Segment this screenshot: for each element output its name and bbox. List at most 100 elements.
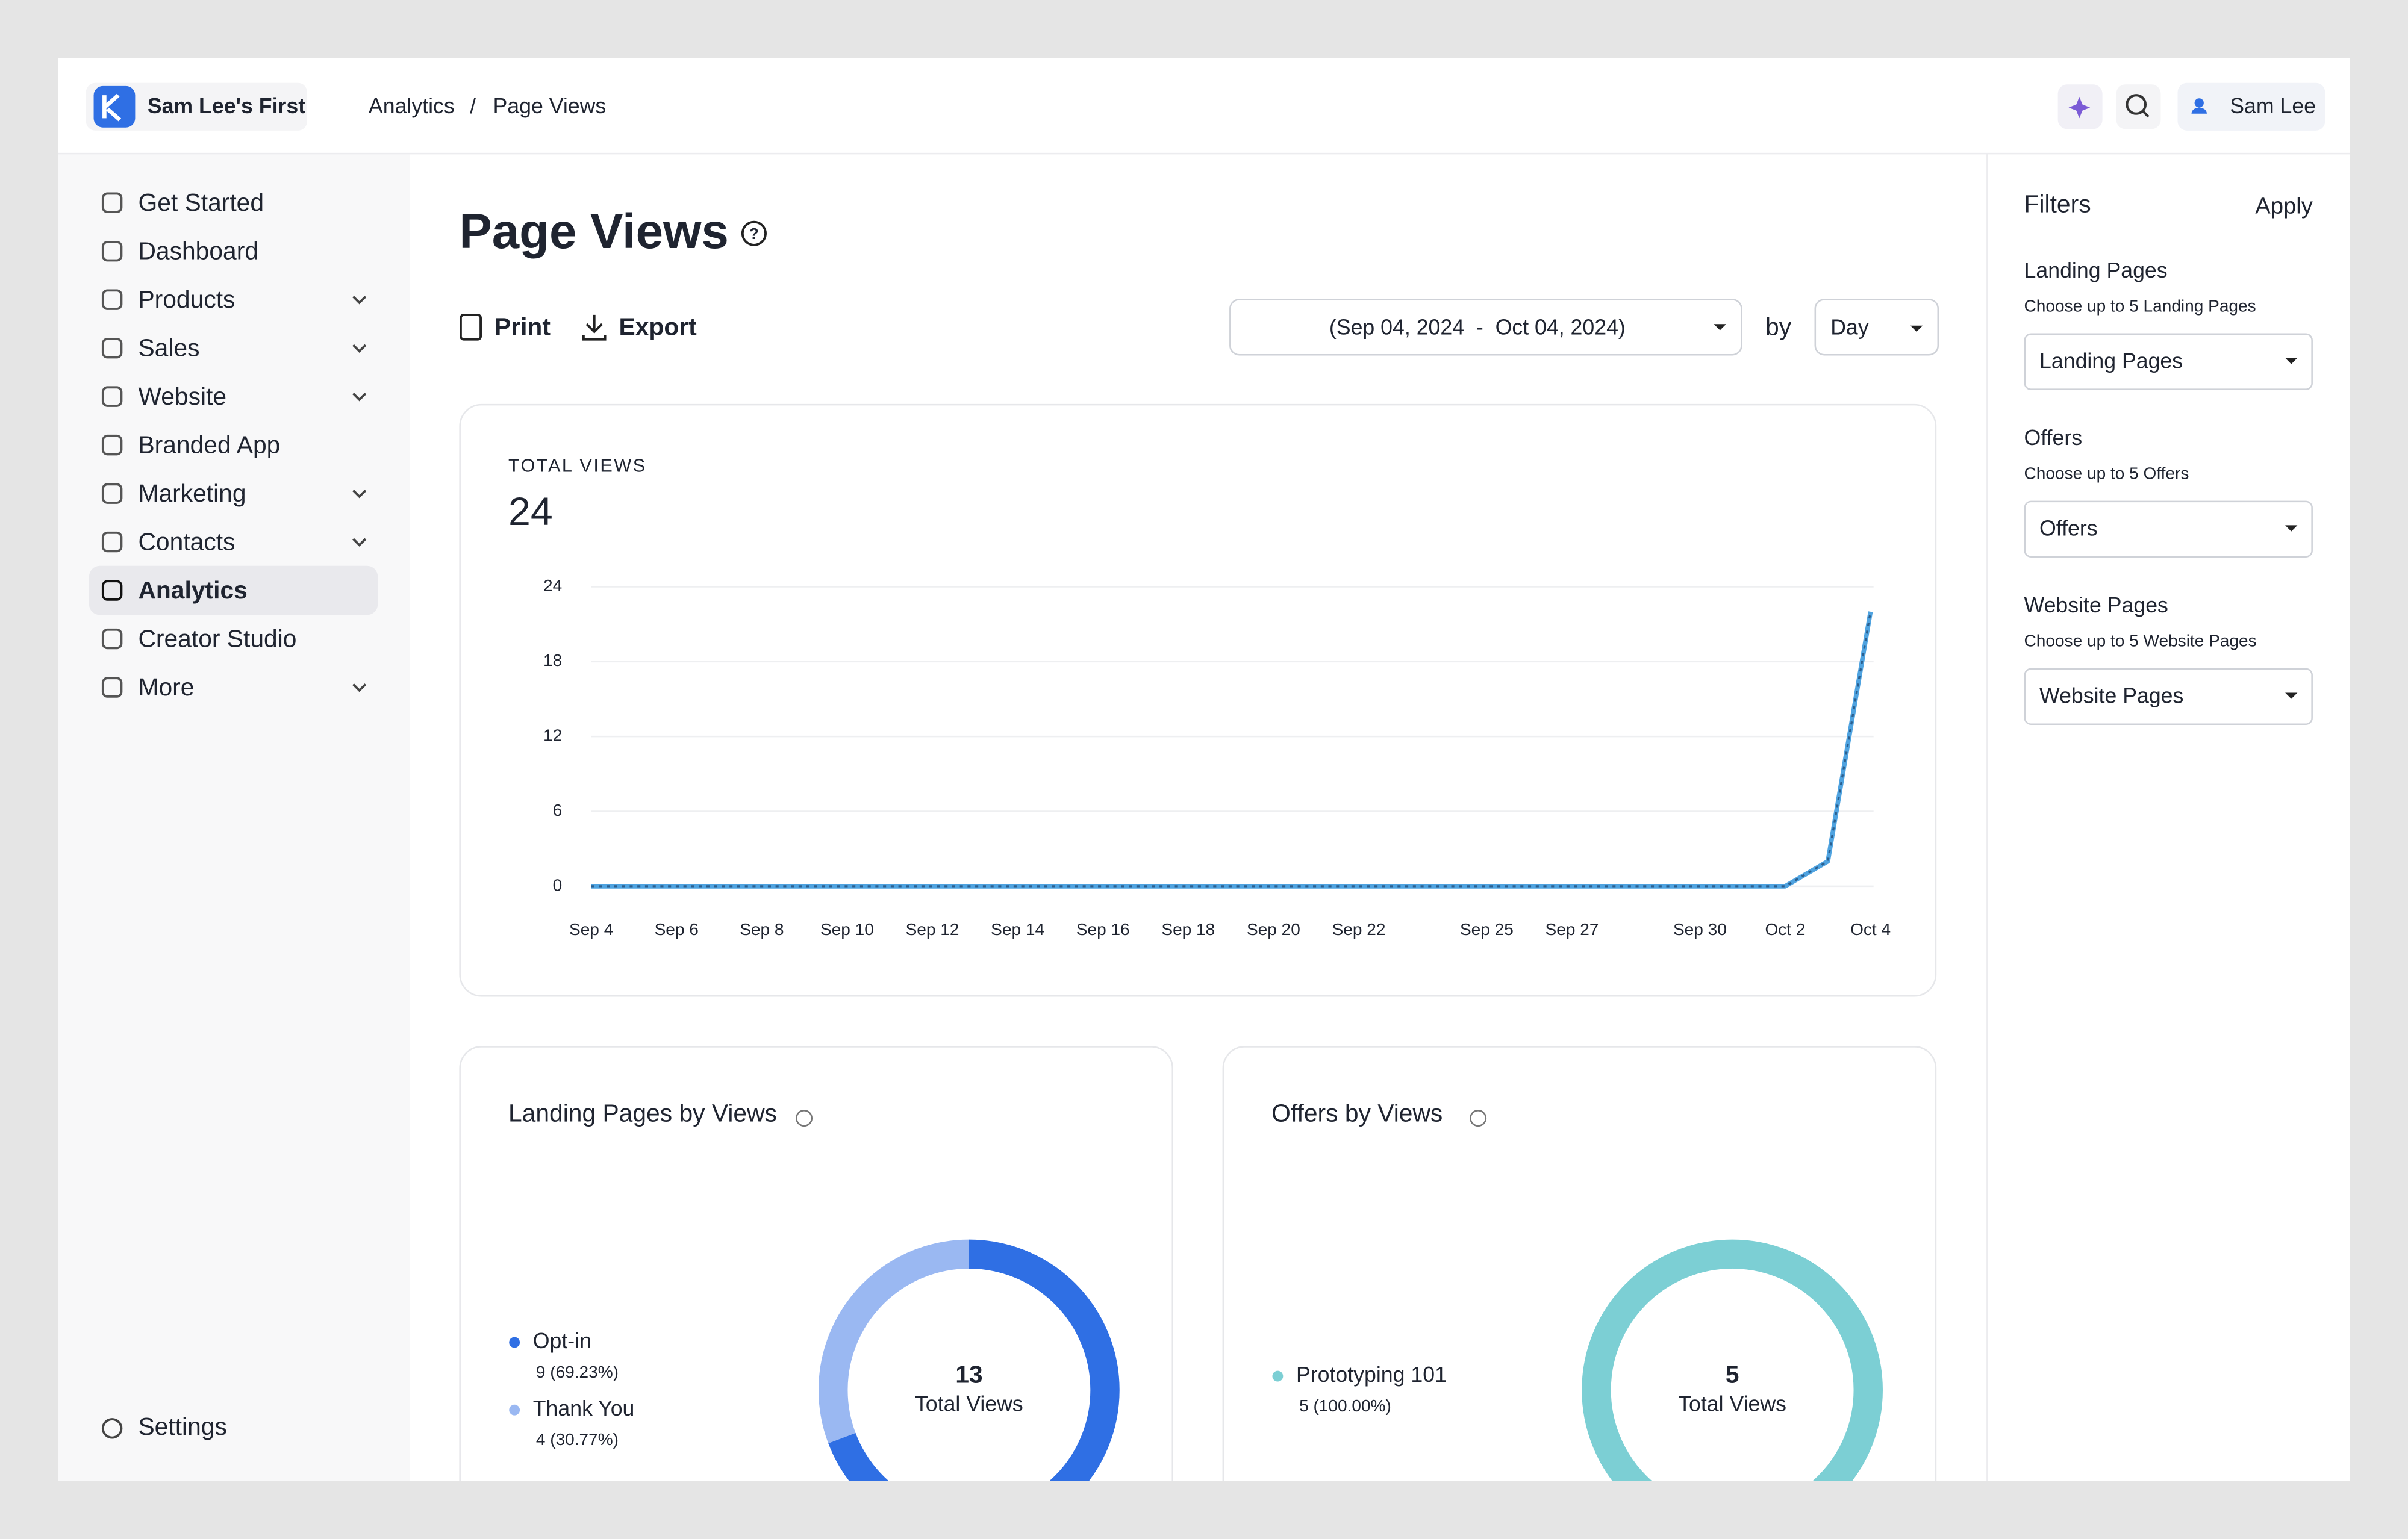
filter-hint: Choose up to 5 Offers <box>2024 464 2189 483</box>
dropdown-caret <box>2285 525 2298 532</box>
nav-item[interactable]: More <box>138 673 194 701</box>
user-button[interactable] <box>2177 82 2325 131</box>
legend-dot <box>509 1337 520 1348</box>
x-tick-label: Oct 4 <box>1850 920 1891 939</box>
x-tick-label: Sep 14 <box>991 920 1044 939</box>
user-icon-body <box>2191 107 2207 114</box>
nav-icon <box>101 289 123 310</box>
donut-total: 13 <box>955 1360 982 1388</box>
search-icon <box>2126 94 2147 115</box>
nav-icon <box>101 483 123 504</box>
nav-item[interactable]: Branded App <box>138 431 280 458</box>
export-button[interactable]: Export <box>619 313 697 341</box>
nav-active-bg <box>89 565 378 615</box>
donut-total: 5 <box>1726 1360 1739 1388</box>
interval-select[interactable] <box>1814 299 1939 356</box>
print-button[interactable]: Print <box>494 313 551 341</box>
nav-item[interactable]: Analytics <box>138 576 247 604</box>
filter-select[interactable] <box>2024 333 2313 390</box>
x-tick-label: Sep 22 <box>1332 920 1386 939</box>
legend-label: Thank You <box>533 1396 635 1420</box>
line-chart-card <box>459 403 1937 997</box>
x-tick-label: Oct 2 <box>1765 920 1805 939</box>
breadcrumb-current: Page Views <box>493 94 606 118</box>
settings-link[interactable]: Settings <box>138 1413 226 1440</box>
x-tick-label: Sep 27 <box>1546 920 1599 939</box>
nav-icon <box>101 434 123 456</box>
export-icon <box>582 314 607 341</box>
user-icon <box>2194 98 2204 108</box>
breadcrumb-separator: / <box>470 94 476 118</box>
donut-segment <box>1582 1239 1883 1481</box>
nav-item[interactable]: Sales <box>138 334 199 361</box>
landing-pages-card <box>459 1046 1173 1481</box>
apply-button[interactable]: Apply <box>2255 193 2313 219</box>
nav-icon <box>101 580 123 601</box>
nav-icon <box>101 192 123 213</box>
dropdown-caret <box>1910 325 1923 332</box>
help-icon <box>1470 1110 1487 1127</box>
legend-value: 4 (30.77%) <box>536 1430 619 1449</box>
card-title: Offers by Views <box>1271 1099 1443 1127</box>
workspace-button[interactable] <box>86 82 307 131</box>
filter-select-value: Website Pages <box>2039 684 2183 708</box>
breadcrumb-link[interactable]: Analytics <box>369 94 455 118</box>
nav-item[interactable]: Contacts <box>138 527 235 555</box>
filters-title: Filters <box>2024 190 2091 218</box>
by-label: by <box>1765 313 1792 341</box>
nav-chevron <box>352 344 367 353</box>
legend-label: Prototyping 101 <box>1296 1363 1447 1387</box>
y-tick-label: 24 <box>543 576 562 595</box>
sparkle-icon <box>2068 96 2091 119</box>
help-icon[interactable] <box>741 220 767 246</box>
y-tick-label: 12 <box>543 726 562 745</box>
app: Sam Lee's First Analytics / Page Views S… <box>58 58 2350 1481</box>
interval-value: Day <box>1830 315 1869 339</box>
donut-total-label: Total Views <box>1678 1392 1786 1416</box>
legend-dot <box>509 1404 520 1416</box>
help-icon-mark: ? <box>749 226 759 243</box>
filter-select-value: Landing Pages <box>2039 349 2183 373</box>
donut-segment <box>819 1239 1120 1481</box>
date-range: (Sep 04, 2024 - Oct 04, 2024) <box>1329 315 1626 339</box>
chart-title: TOTAL VIEWS <box>508 456 647 476</box>
legend-dot <box>1272 1370 1284 1382</box>
y-tick-label: 0 <box>553 875 563 894</box>
filter-select-value: Offers <box>2039 516 2098 540</box>
legend-value: 9 (69.23%) <box>536 1363 619 1381</box>
y-tick-label: 18 <box>543 651 562 670</box>
dropdown-caret <box>2285 692 2298 699</box>
nav-item[interactable]: Marketing <box>138 479 246 507</box>
nav-icon <box>101 531 123 553</box>
offers-card <box>1222 1046 1937 1481</box>
x-tick-label: Sep 18 <box>1161 920 1215 939</box>
card-title: Landing Pages by Views <box>508 1099 777 1127</box>
page-title: Page Views <box>459 204 729 259</box>
filter-select[interactable] <box>2024 500 2313 558</box>
help-icon <box>796 1110 813 1127</box>
logo <box>93 86 136 128</box>
filter-select[interactable] <box>2024 668 2313 726</box>
nav-item[interactable]: Creator Studio <box>138 624 296 652</box>
nav-item[interactable]: Dashboard <box>138 237 258 265</box>
filter-label: Offers <box>2024 426 2083 450</box>
nav-chevron <box>352 538 367 547</box>
user-name: Sam Lee <box>2230 94 2316 118</box>
filter-hint: Choose up to 5 Landing Pages <box>2024 297 2256 316</box>
sidebar <box>58 154 410 1481</box>
date-range-picker[interactable] <box>1229 299 1742 356</box>
filter-label: Website Pages <box>2024 593 2168 617</box>
dropdown-caret <box>2285 358 2298 364</box>
legend-value: 5 (100.00%) <box>1299 1396 1391 1415</box>
workspace-name: Sam Lee's First <box>148 94 305 118</box>
x-tick-label: Sep 6 <box>655 920 699 939</box>
nav-item[interactable]: Get Started <box>138 188 264 216</box>
nav-item[interactable]: Products <box>138 285 235 313</box>
donut-total-label: Total Views <box>915 1392 1023 1416</box>
nav-icon <box>101 386 123 407</box>
x-tick-label: Sep 25 <box>1460 920 1514 939</box>
nav-item[interactable]: Website <box>138 382 226 410</box>
x-tick-label: Sep 10 <box>820 920 874 939</box>
search-button[interactable] <box>2116 84 2161 129</box>
